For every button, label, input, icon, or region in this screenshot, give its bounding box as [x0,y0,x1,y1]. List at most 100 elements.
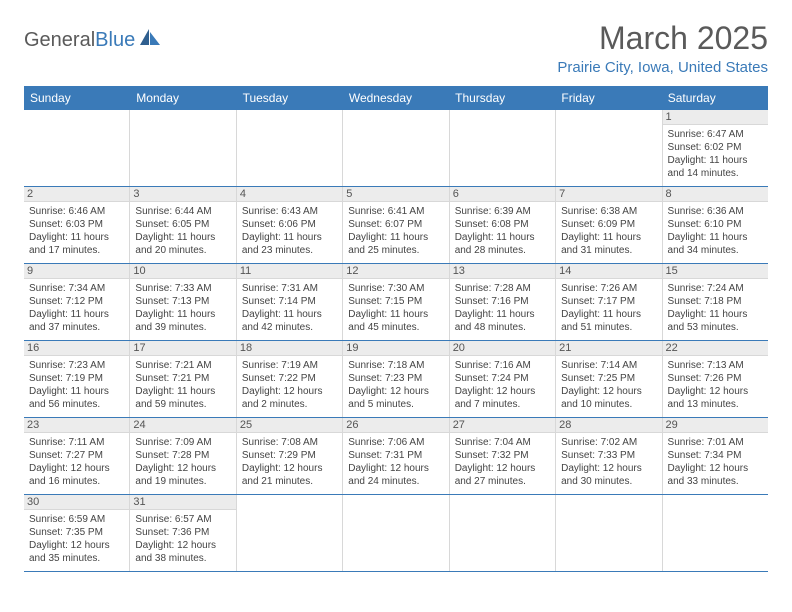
day-cell: 4Sunrise: 6:43 AMSunset: 6:06 PMDaylight… [236,187,342,263]
day-number: 7 [556,187,661,202]
logo-text-1: General [24,29,95,52]
day-info: Sunrise: 6:38 AMSunset: 6:09 PMDaylight:… [561,205,656,257]
day-info: Sunrise: 7:08 AMSunset: 7:29 PMDaylight:… [242,436,337,488]
day-cell: 23Sunrise: 7:11 AMSunset: 7:27 PMDayligh… [24,418,129,494]
day-number: 20 [450,341,555,356]
logo: GeneralBlue [24,28,161,52]
empty-day-cell: . [449,110,555,186]
day-info: Sunrise: 7:34 AMSunset: 7:12 PMDaylight:… [29,282,124,334]
day-cell: 20Sunrise: 7:16 AMSunset: 7:24 PMDayligh… [449,341,555,417]
month-title: March 2025 [557,20,768,57]
day-cell: 30 Sunrise: 6:59 AMSunset: 7:35 PMDayligh… [24,495,129,571]
day-cell: 24Sunrise: 7:09 AMSunset: 7:28 PMDayligh… [129,418,235,494]
day-cell: 9 Sunrise: 7:34 AMSunset: 7:12 PMDaylight… [24,264,129,340]
day-info: Sunrise: 7:21 AMSunset: 7:21 PMDaylight:… [135,359,230,411]
day-info: Sunrise: 6:46 AMSunset: 6:03 PMDaylight:… [29,205,124,257]
day-number: 18 [237,341,342,356]
day-cell: 6 Sunrise: 6:39 AMSunset: 6:08 PMDaylight… [449,187,555,263]
day-header-cell: Wednesday [343,86,449,110]
day-info: Sunrise: 6:43 AMSunset: 6:06 PMDaylight:… [242,205,337,257]
location-label: Prairie City, Iowa, United States [557,59,768,76]
day-cell: 13 Sunrise: 7:28 AMSunset: 7:16 PMDayligh… [449,264,555,340]
day-info: Sunrise: 7:26 AMSunset: 7:17 PMDaylight:… [561,282,656,334]
day-cell: 18 Sunrise: 7:19 AMSunset: 7:22 PMDayligh… [236,341,342,417]
day-cell: 27Sunrise: 7:04 AMSunset: 7:32 PMDayligh… [449,418,555,494]
day-info: Sunrise: 7:01 AMSunset: 7:34 PMDaylight:… [668,436,763,488]
day-info: Sunrise: 7:02 AMSunset: 7:33 PMDaylight:… [561,436,656,488]
day-number: 26 [343,418,448,433]
day-number: 16 [24,341,129,356]
day-info: Sunrise: 7:14 AMSunset: 7:25 PMDaylight:… [561,359,656,411]
day-cell: 28 Sunrise: 7:02 AMSunset: 7:33 PMDayligh… [555,418,661,494]
day-cell: 11 Sunrise: 7:31 AMSunset: 7:14 PMDayligh… [236,264,342,340]
empty-day-cell: . [555,495,661,571]
day-number: 15 [663,264,768,279]
day-cell: 8 Sunrise: 6:36 AMSunset: 6:10 PMDaylight… [662,187,768,263]
day-number: 1 [663,110,768,125]
day-cell: 7 Sunrise: 6:38 AMSunset: 6:09 PMDaylight… [555,187,661,263]
day-cell: 1 Sunrise: 6:47 AMSunset: 6:02 PMDaylight… [662,110,768,186]
day-cell: 21 Sunrise: 7:14 AMSunset: 7:25 PMDayligh… [555,341,661,417]
day-info: Sunrise: 7:28 AMSunset: 7:16 PMDaylight:… [455,282,550,334]
day-cell: 17 Sunrise: 7:21 AMSunset: 7:21 PMDayligh… [129,341,235,417]
day-info: Sunrise: 6:39 AMSunset: 6:08 PMDaylight:… [455,205,550,257]
day-info: Sunrise: 7:18 AMSunset: 7:23 PMDaylight:… [348,359,443,411]
day-header-cell: Thursday [449,86,555,110]
day-number: 2 [24,187,129,202]
day-number: 22 [663,341,768,356]
day-number: 12 [343,264,448,279]
day-header-cell: Sunday [24,86,130,110]
logo-sail-icon [139,28,161,52]
empty-day-cell: . [342,110,448,186]
week-row: ......1Sunrise: 6:47 AMSunset: 6:02 PMDa… [24,110,768,187]
day-info: Sunrise: 6:57 AMSunset: 7:36 PMDaylight:… [135,513,230,565]
week-row: 2 Sunrise: 6:46 AMSunset: 6:03 PMDaylight… [24,187,768,264]
day-number: 5 [343,187,448,202]
empty-day-cell: . [342,495,448,571]
day-cell: 15Sunrise: 7:24 AMSunset: 7:18 PMDayligh… [662,264,768,340]
day-info: Sunrise: 7:31 AMSunset: 7:14 PMDaylight:… [242,282,337,334]
calendar-table: SundayMondayTuesdayWednesdayThursdayFrid… [24,86,768,572]
day-info: Sunrise: 7:23 AMSunset: 7:19 PMDaylight:… [29,359,124,411]
day-info: Sunrise: 6:44 AMSunset: 6:05 PMDaylight:… [135,205,230,257]
day-cell: 31 Sunrise: 6:57 AMSunset: 7:36 PMDayligh… [129,495,235,571]
day-number: 10 [130,264,235,279]
day-number: 27 [450,418,555,433]
day-cell: 19Sunrise: 7:18 AMSunset: 7:23 PMDayligh… [342,341,448,417]
day-info: Sunrise: 6:47 AMSunset: 6:02 PMDaylight:… [668,128,763,180]
day-header-cell: Monday [130,86,236,110]
day-number: 13 [450,264,555,279]
day-number: 30 [24,495,129,510]
day-info: Sunrise: 7:30 AMSunset: 7:15 PMDaylight:… [348,282,443,334]
day-number: 21 [556,341,661,356]
day-number: 11 [237,264,342,279]
day-number: 25 [237,418,342,433]
day-info: Sunrise: 7:19 AMSunset: 7:22 PMDaylight:… [242,359,337,411]
day-number: 28 [556,418,661,433]
day-info: Sunrise: 7:11 AMSunset: 7:27 PMDaylight:… [29,436,124,488]
day-info: Sunrise: 7:06 AMSunset: 7:31 PMDaylight:… [348,436,443,488]
day-info: Sunrise: 6:36 AMSunset: 6:10 PMDaylight:… [668,205,763,257]
day-number: 31 [130,495,235,510]
empty-day-cell: . [449,495,555,571]
day-number: 6 [450,187,555,202]
day-cell: 14Sunrise: 7:26 AMSunset: 7:17 PMDayligh… [555,264,661,340]
empty-day-cell: . [236,110,342,186]
day-info: Sunrise: 6:59 AMSunset: 7:35 PMDaylight:… [29,513,124,565]
day-number: 8 [663,187,768,202]
day-cell: 26 Sunrise: 7:06 AMSunset: 7:31 PMDayligh… [342,418,448,494]
day-info: Sunrise: 7:09 AMSunset: 7:28 PMDaylight:… [135,436,230,488]
week-row: 9 Sunrise: 7:34 AMSunset: 7:12 PMDaylight… [24,264,768,341]
day-header-cell: Tuesday [237,86,343,110]
day-info: Sunrise: 7:33 AMSunset: 7:13 PMDaylight:… [135,282,230,334]
logo-text-2: Blue [95,29,135,52]
page-header: GeneralBlue March 2025 Prairie City, Iow… [24,20,768,76]
day-number: 9 [24,264,129,279]
day-cell: 5Sunrise: 6:41 AMSunset: 6:07 PMDaylight… [342,187,448,263]
day-number: 29 [663,418,768,433]
week-row: 16 Sunrise: 7:23 AMSunset: 7:19 PMDayligh… [24,341,768,418]
day-number: 17 [130,341,235,356]
day-cell: 29 Sunrise: 7:01 AMSunset: 7:34 PMDayligh… [662,418,768,494]
empty-day-cell: . [24,110,129,186]
day-header-cell: Friday [555,86,661,110]
